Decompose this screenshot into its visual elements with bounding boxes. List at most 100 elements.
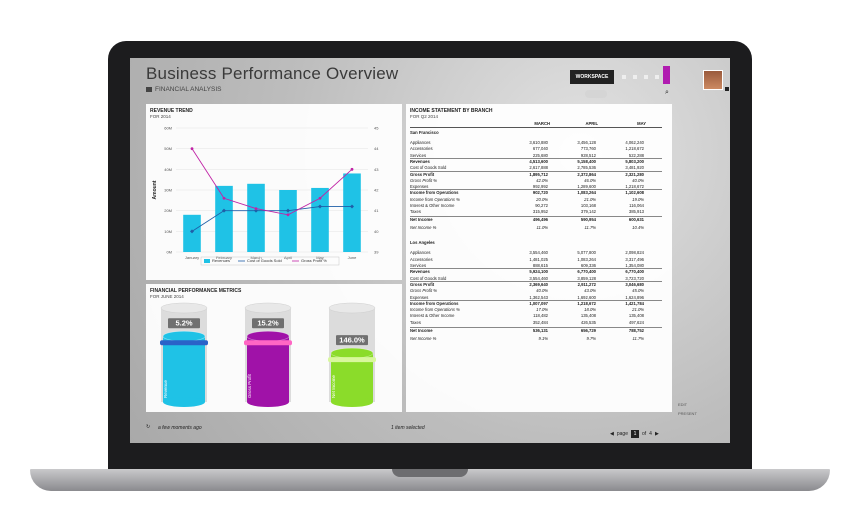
row-value: 315,952 bbox=[532, 209, 548, 215]
user-icon[interactable] bbox=[621, 75, 626, 79]
row-value: 40.0% bbox=[632, 177, 644, 183]
row-label: Gross Profit bbox=[410, 281, 435, 287]
update-status: a few moments ago bbox=[158, 425, 202, 431]
gross-profit-point bbox=[286, 213, 290, 217]
avatar[interactable] bbox=[703, 70, 723, 90]
value-badge bbox=[168, 318, 200, 329]
flag-icon[interactable] bbox=[632, 75, 637, 79]
row-value: 496,496 bbox=[532, 217, 548, 223]
revenue-trend-title: REVENUE TREND bbox=[150, 108, 193, 114]
row-label: Services bbox=[410, 263, 427, 268]
row-value: 1,354,080 bbox=[625, 263, 644, 268]
menu-icon[interactable] bbox=[725, 87, 729, 91]
pager-prefix: page bbox=[616, 431, 628, 437]
row-value: 2,372,864 bbox=[577, 171, 596, 177]
revenue-bar bbox=[215, 185, 233, 252]
revenue-bar bbox=[343, 173, 361, 252]
prev-page-icon[interactable]: ◀ bbox=[610, 431, 614, 437]
y2-tick-label: 39 bbox=[374, 250, 379, 255]
cylinder-ring bbox=[160, 340, 208, 346]
row-label: Gross Profit % bbox=[410, 288, 437, 294]
row-value: 1,102,608 bbox=[625, 190, 644, 196]
y-tick-label: 60M bbox=[164, 126, 172, 131]
row-label: Income from Operations bbox=[410, 190, 459, 196]
legend-frame bbox=[200, 256, 340, 266]
branch-name: Los Angeles bbox=[410, 240, 435, 246]
row-value: 1,289,600 bbox=[577, 184, 596, 190]
y-tick-label: 30M bbox=[164, 188, 172, 193]
cylinder-fill-top bbox=[162, 330, 206, 342]
row-value: 11.7% bbox=[584, 225, 596, 231]
cylinder-fill-top bbox=[246, 330, 290, 342]
subtitle[interactable]: FINANCIAL ANALYSIS bbox=[146, 86, 221, 93]
page-title: Business Performance Overview bbox=[146, 64, 399, 83]
row-value: 4,062,240 bbox=[625, 140, 644, 145]
row-value: 9.7% bbox=[586, 335, 596, 341]
lock-icon[interactable] bbox=[644, 75, 649, 79]
edit-button[interactable]: EDIT bbox=[678, 402, 688, 407]
row-value: 600,631 bbox=[628, 217, 644, 223]
current-page[interactable]: 1 bbox=[630, 430, 639, 438]
row-value: 3,554,460 bbox=[529, 250, 548, 256]
row-value: 4,513,600 bbox=[529, 158, 548, 164]
cylinder-ring bbox=[328, 357, 376, 363]
y-tick-label: 20M bbox=[164, 208, 172, 213]
row-value: 992,992 bbox=[532, 184, 548, 190]
row-value: 135,408 bbox=[580, 313, 596, 319]
toolbar-icons bbox=[618, 70, 663, 84]
row-value: 1,421,784 bbox=[625, 300, 644, 306]
legend-swatch-revenues bbox=[204, 259, 210, 263]
present-button[interactable]: PRESENT bbox=[678, 411, 697, 416]
search-toggle[interactable] bbox=[585, 90, 607, 98]
row-value: 5,803,200 bbox=[625, 158, 644, 164]
row-value: 21.0% bbox=[584, 196, 596, 202]
gross-profit-point bbox=[222, 196, 226, 200]
row-value: 5,158,400 bbox=[577, 158, 596, 164]
y2-tick-label: 41 bbox=[374, 208, 379, 213]
row-label: Taxes bbox=[410, 209, 421, 215]
pager-of: of bbox=[641, 431, 647, 437]
search-bar: ⌕ bbox=[585, 89, 673, 98]
metric-label: Revenue bbox=[163, 379, 168, 398]
metrics-subtitle: FOR JUNE 2014 bbox=[150, 294, 184, 299]
row-value: 773,760 bbox=[580, 146, 596, 152]
cogs-point bbox=[350, 204, 354, 209]
cylinder-fill bbox=[247, 336, 289, 402]
cogs-point bbox=[318, 204, 322, 209]
y2-tick-label: 45 bbox=[374, 126, 379, 131]
refresh-icon[interactable]: ↻ bbox=[146, 424, 151, 430]
row-label: Appliances bbox=[410, 140, 431, 145]
column-header: APRIL bbox=[585, 121, 598, 126]
workspace-button[interactable]: WORKSPACE bbox=[570, 70, 614, 84]
row-label: Net Income % bbox=[410, 225, 437, 231]
row-label: Interest & Other Income bbox=[410, 203, 455, 208]
gross-profit-point bbox=[350, 167, 354, 171]
row-value: 18.0% bbox=[584, 307, 596, 313]
gross-profit-point bbox=[254, 207, 258, 210]
row-label: Accessories bbox=[410, 256, 433, 262]
row-value: 45.0% bbox=[632, 288, 644, 294]
row-label: Net Income bbox=[410, 327, 433, 333]
notification-badge[interactable] bbox=[663, 66, 670, 84]
metrics-panel: FINANCIAL PERFORMANCE METRICS FOR JUNE 2… bbox=[146, 284, 402, 412]
next-page-icon[interactable]: ▶ bbox=[654, 431, 659, 437]
row-label: Accessories bbox=[410, 146, 433, 152]
search-icon[interactable]: ⌕ bbox=[665, 89, 669, 96]
income-title: INCOME STATEMENT BY BRANCH bbox=[410, 108, 493, 114]
pager: ◀ page 1 of 4 ▶ bbox=[610, 430, 659, 438]
metric-value: 15.2% bbox=[257, 319, 279, 328]
side-actions: EDIT PRESENT bbox=[678, 402, 697, 416]
cylinder-fill bbox=[163, 336, 205, 402]
row-value: 1,481,025 bbox=[529, 256, 548, 262]
row-value: 3,046,680 bbox=[625, 281, 644, 287]
row-value: 11.0% bbox=[536, 225, 548, 231]
cogs-point bbox=[254, 208, 258, 213]
chart-legend: Revenues Cost of Goods Sold Gross Profit % bbox=[200, 256, 340, 266]
y-tick-label: 50M bbox=[164, 146, 172, 151]
cylinder-fill-base bbox=[163, 397, 205, 407]
edit-icon[interactable] bbox=[655, 75, 660, 79]
x-tick-label: March bbox=[250, 255, 261, 260]
row-value: 11.7% bbox=[632, 335, 644, 341]
subtitle-label: FINANCIAL ANALYSIS bbox=[155, 86, 222, 93]
cylinder-ring bbox=[244, 340, 292, 346]
